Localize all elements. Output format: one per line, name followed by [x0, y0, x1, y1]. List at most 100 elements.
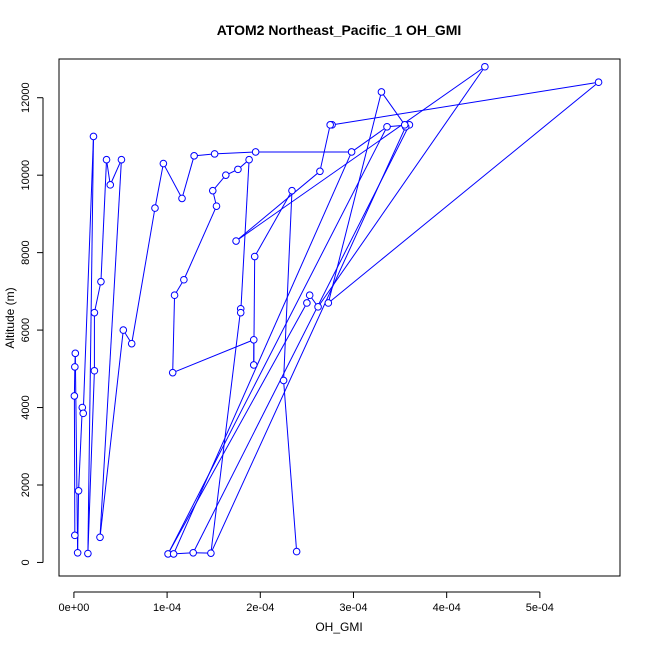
data-point	[79, 409, 88, 418]
series-segment	[254, 190, 293, 257]
data-point	[127, 339, 136, 348]
data-point	[232, 237, 240, 245]
series-segment	[77, 490, 80, 553]
x-axis-label: OH_GMI	[315, 620, 362, 634]
data-point	[119, 326, 128, 334]
series-segment	[100, 159, 108, 282]
data-point	[71, 531, 79, 540]
data-point	[249, 335, 258, 344]
data-point	[70, 392, 79, 400]
series-segment	[106, 159, 111, 185]
series-segment	[154, 163, 164, 209]
data-point	[250, 252, 259, 261]
data-point	[190, 152, 198, 160]
series-segment	[214, 151, 256, 155]
data-point	[74, 487, 83, 495]
series-segment	[74, 353, 79, 553]
data-point	[316, 167, 324, 176]
y-tick-label: 12000	[20, 82, 32, 113]
x-tick-label: 2e-04	[246, 602, 274, 614]
data-point	[189, 548, 197, 557]
series-segment	[235, 170, 321, 242]
series-segment	[87, 136, 94, 554]
data-point	[90, 308, 99, 317]
series-segment	[181, 155, 195, 199]
data-point	[96, 533, 104, 542]
series-segment	[328, 81, 599, 304]
x-tick-label: 5e-04	[526, 602, 554, 614]
data-point	[236, 308, 245, 317]
series-segment	[183, 205, 217, 280]
y-tick-label: 10000	[20, 160, 32, 191]
data-point	[73, 548, 82, 557]
data-point	[151, 204, 159, 212]
x-tick-label: 0e+00	[58, 602, 89, 614]
series-segment	[172, 339, 254, 374]
data-point	[347, 148, 356, 156]
data-point	[251, 148, 260, 156]
series-segment	[109, 159, 122, 186]
data-point	[383, 122, 391, 131]
data-point	[207, 549, 215, 557]
data-point	[71, 363, 79, 371]
series-segment	[167, 302, 308, 555]
x-tick-label: 1e-04	[153, 602, 181, 614]
data-point	[481, 62, 489, 71]
series-segment	[192, 124, 410, 553]
data-point	[180, 275, 188, 284]
y-tick-label: 0	[20, 559, 32, 565]
data-point	[159, 159, 168, 168]
data-point	[84, 549, 92, 558]
series-segment	[283, 190, 293, 381]
data-point	[326, 121, 334, 129]
series-segment	[317, 66, 486, 308]
series-segment	[99, 159, 122, 538]
data-point	[245, 155, 253, 164]
data-point	[400, 121, 409, 129]
data-point	[314, 303, 322, 311]
series-segment	[173, 151, 353, 555]
x-tick-label: 3e-04	[339, 602, 367, 614]
series-segment	[172, 295, 176, 373]
chart-title: ATOM2 Northeast_Pacific_1 OH_GMI	[217, 22, 462, 38]
data-point	[178, 194, 186, 203]
data-point	[234, 165, 242, 174]
data-point	[377, 88, 386, 96]
series-segment	[167, 126, 388, 555]
series-segment	[381, 91, 406, 126]
x-tick-label: 4e-04	[433, 602, 461, 614]
series-segment	[240, 159, 250, 313]
series-segment	[331, 81, 599, 126]
data-point	[303, 299, 311, 307]
series-segment	[87, 370, 95, 554]
y-axis: 0 2000 4000 6000 8000 10000 12000	[20, 82, 44, 566]
series-points	[70, 62, 603, 558]
data-point	[170, 291, 179, 300]
data-point	[305, 291, 314, 300]
data-point	[208, 186, 217, 195]
data-point	[117, 155, 126, 164]
data-point	[89, 132, 98, 141]
data-point	[324, 299, 333, 307]
y-tick-label: 8000	[20, 240, 32, 264]
y-tick-label: 6000	[20, 318, 32, 342]
data-point	[222, 171, 230, 179]
data-point	[71, 349, 80, 358]
series-segment	[253, 256, 256, 365]
data-point	[90, 366, 99, 375]
plot-area-frame	[58, 58, 621, 577]
data-point	[212, 202, 221, 210]
data-point	[106, 181, 115, 189]
data-point	[279, 376, 288, 385]
series-segment	[131, 208, 156, 344]
x-axis: 0e+00 1e-04 2e-04 3e-04 4e-04 5e-04	[58, 591, 554, 614]
data-point	[249, 361, 258, 369]
series-segment	[210, 308, 242, 554]
series-segment	[78, 407, 83, 491]
series-segment	[319, 124, 331, 172]
data-point	[169, 550, 178, 558]
series-lines	[73, 66, 599, 555]
data-point	[288, 186, 296, 195]
series-segment	[283, 380, 298, 552]
